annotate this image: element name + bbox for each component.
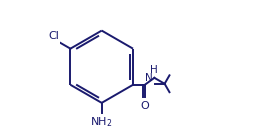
Text: Cl: Cl [48, 31, 59, 41]
Text: O: O [140, 101, 149, 111]
Text: N: N [145, 73, 153, 83]
Text: NH$_2$: NH$_2$ [90, 115, 113, 129]
Text: H: H [150, 65, 158, 75]
